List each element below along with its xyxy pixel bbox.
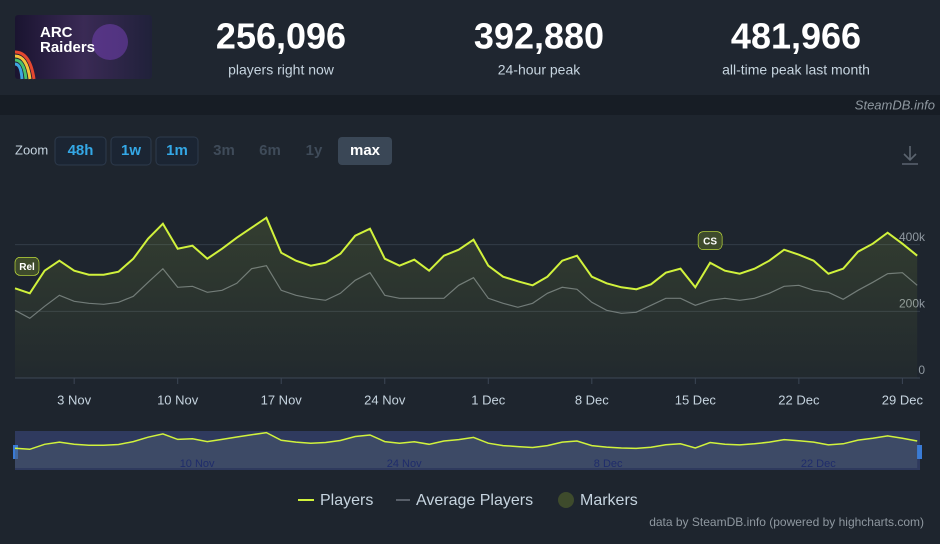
image-text: Raiders: [40, 39, 95, 56]
credits[interactable]: data by SteamDB.info (powered by highcha…: [649, 515, 924, 529]
download-icon[interactable]: [902, 146, 918, 165]
navigator-tick-label: 8 Dec: [594, 458, 623, 470]
zoom-button-label: 6m: [259, 142, 281, 159]
stat-label: players right now: [228, 62, 335, 78]
header-panel: [0, 0, 940, 95]
zoom-button[interactable]: [155, 136, 199, 166]
source: SteamDB.info: [855, 97, 935, 112]
navigator-tick-label: 24 Nov: [387, 458, 422, 470]
stat-label: all-time peak last month: [722, 62, 870, 78]
stat-label: 24-hour peak: [498, 62, 582, 78]
x-tick-label: 15 Dec: [675, 392, 717, 407]
stat-value: 392,880: [474, 16, 604, 57]
legend-swatch: [558, 492, 574, 508]
x-tick-label: 3 Nov: [57, 392, 91, 407]
stat-value: 256,096: [216, 16, 346, 57]
zoom-button[interactable]: [110, 136, 152, 166]
legend-label[interactable]: Average Players: [416, 492, 533, 509]
navigator-line: [14, 431, 918, 451]
x-tick-label: 8 Dec: [575, 392, 609, 407]
y-tick-label: 400k: [899, 230, 926, 244]
x-tick-label: 10 Nov: [157, 392, 199, 407]
y-tick-label: 0: [918, 363, 925, 377]
players-area: [15, 217, 918, 378]
x-tick-label: 24 Nov: [364, 392, 406, 407]
zoom-button[interactable]: [54, 136, 107, 166]
image-text: ARC: [40, 24, 73, 41]
navigator-area: [15, 432, 918, 468]
zoom-button-label: 3m: [213, 142, 235, 159]
x-tick-label: 29 Dec: [882, 392, 924, 407]
players-line: [14, 216, 918, 295]
x-tick-label: 17 Nov: [261, 392, 303, 407]
legend-label[interactable]: Players: [320, 492, 373, 509]
navigator-tick-label: 10 Nov: [180, 458, 215, 470]
zoom-button[interactable]: [338, 137, 392, 165]
marker-label: CS: [703, 236, 717, 247]
legend-label[interactable]: Markers: [580, 492, 638, 509]
x-tick-label: 22 Dec: [778, 392, 820, 407]
zoom-button-label[interactable]: max: [350, 142, 381, 159]
zoom-label: Zoom: [15, 142, 48, 157]
x-tick-label: 1 Dec: [471, 392, 505, 407]
marker[interactable]: [14, 257, 40, 276]
image-stripes: [14, 24, 128, 80]
marker-label: Rel: [19, 262, 35, 273]
stat-value: 481,966: [731, 16, 861, 57]
zoom-button-label: 1y: [306, 142, 323, 159]
zoom-button-label[interactable]: 48h: [68, 142, 94, 159]
marker[interactable]: [697, 231, 723, 250]
navigator-handle[interactable]: [917, 445, 922, 459]
zoom-button-label[interactable]: 1m: [166, 142, 188, 159]
zoom-button-label[interactable]: 1w: [121, 142, 141, 159]
navigator-tick-label: 22 Dec: [801, 458, 836, 470]
